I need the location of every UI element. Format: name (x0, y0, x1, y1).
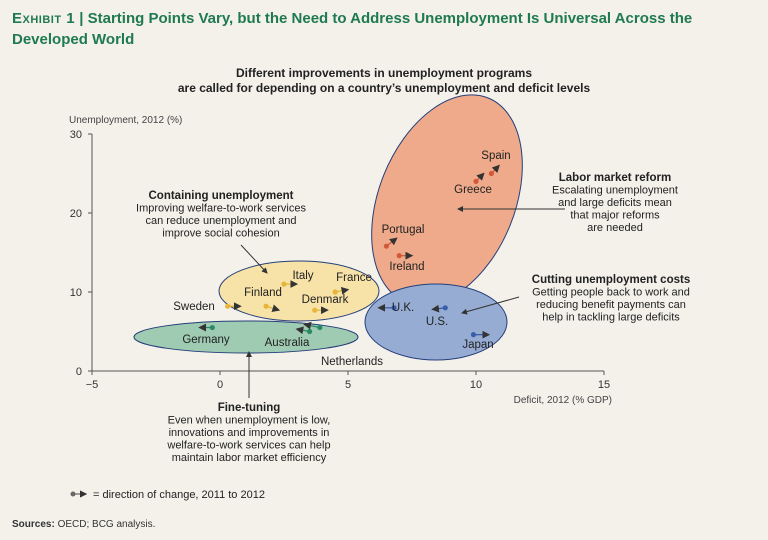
data-point-2011 (263, 303, 269, 309)
point-australia: Australia (265, 326, 313, 349)
country-label: Portugal (382, 224, 425, 236)
x-tick-label: 5 (345, 379, 351, 391)
data-layer: Spain Greece Portugal Ireland Italy France Fin… (173, 150, 510, 368)
data-point-2011 (488, 170, 494, 177)
region-cutting-costs (364, 283, 508, 361)
data-point-2011 (396, 253, 402, 259)
callout-heading: Labor market reform (559, 172, 671, 184)
sources-note: Sources: OECD; BCG analysis. (12, 519, 155, 530)
point-greece: Greece (454, 172, 492, 196)
sources-label: Sources: (12, 519, 55, 530)
country-label: Japan (462, 339, 493, 351)
country-label: Finland (244, 287, 282, 299)
callout-line: Escalating unemployment (552, 185, 678, 197)
callout-line: help in tackling large deficits (542, 312, 680, 324)
data-point-2011 (225, 303, 231, 309)
tick-layer: −5 0 5 10 15 0 10 20 30 (70, 129, 610, 391)
callout-heading: Fine-tuning (218, 402, 281, 414)
chart-title-line1: Different improvements in unemployment p… (236, 66, 532, 80)
x-tick-label: 0 (217, 379, 223, 391)
point-finland: Finland (244, 287, 282, 312)
x-axis-label: Deficit, 2012 (% GDP) (514, 395, 612, 406)
country-label: U.S. (426, 316, 448, 328)
country-label: Greece (454, 184, 492, 196)
point-us: U.S. (426, 304, 448, 328)
y-tick-label: 30 (70, 129, 82, 141)
callout-line: that major reforms (570, 210, 660, 222)
sources-text: OECD; BCG analysis. (57, 519, 156, 530)
point-spain: Spain (481, 150, 511, 177)
country-label: Ireland (389, 261, 424, 273)
data-point-2011 (470, 332, 477, 338)
country-label: Germany (182, 334, 230, 346)
callout-line: maintain labor market efficiency (172, 452, 327, 464)
country-label: Denmark (302, 294, 349, 306)
y-tick-label: 0 (76, 366, 82, 378)
data-point-2011 (317, 324, 323, 331)
callout-line: innovations and improvements in (169, 427, 330, 439)
point-uk: U.K. (377, 302, 414, 314)
data-point-2011 (391, 305, 397, 311)
data-point-2011 (473, 178, 479, 184)
country-label: Italy (292, 270, 313, 282)
callout-line: welfare-to-work services can help (166, 440, 330, 452)
point-france: France (332, 272, 372, 295)
chart-title-line2: are called for depending on a country’s … (178, 81, 591, 95)
callout-heading: Cutting unemployment costs (532, 274, 690, 286)
data-point-2011 (312, 307, 318, 313)
callout-line: improve social cohesion (162, 228, 279, 240)
legend: = direction of change, 2011 to 2012 (70, 489, 265, 501)
point-italy: Italy (281, 270, 314, 289)
country-label: France (336, 272, 372, 284)
point-sweden: Sweden (173, 301, 242, 313)
callout-line: and large deficits mean (558, 197, 672, 209)
x-tick-label: −5 (86, 379, 99, 391)
region-fine-tuning (133, 320, 359, 354)
x-tick-label: 10 (470, 379, 482, 391)
data-point-2011 (383, 243, 389, 249)
data-point-2011 (281, 281, 287, 287)
point-netherlands: Netherlands (303, 321, 383, 368)
callout-line: are needed (587, 222, 643, 234)
exhibit-separator: | (79, 10, 84, 27)
x-tick-label: 15 (598, 379, 610, 391)
point-japan: Japan (462, 330, 494, 351)
point-denmark: Denmark (302, 294, 349, 315)
exhibit-title: Exhibit 1 | Starting Points Vary, but th… (12, 8, 762, 50)
data-point-2011 (209, 324, 215, 331)
country-label: Netherlands (321, 356, 383, 368)
callout-line: reducing benefit payments can (536, 299, 686, 311)
exhibit-label: Exhibit 1 (12, 10, 76, 27)
callout-line: Even when unemployment is low, (168, 415, 331, 427)
country-label: Sweden (173, 301, 215, 313)
y-tick-label: 20 (70, 208, 82, 220)
callout-heading: Containing unemployment (148, 190, 293, 202)
point-ireland: Ireland (389, 251, 425, 273)
data-point-2011 (442, 305, 448, 311)
point-germany: Germany (182, 323, 230, 346)
change-arrow (303, 321, 320, 330)
region-containing-unemployment (218, 260, 380, 322)
exhibit-title-text: Starting Points Vary, but the Need to Ad… (12, 10, 693, 48)
callout-line: Getting people back to work and (532, 287, 690, 299)
y-axis-label: Unemployment, 2012 (%) (69, 115, 182, 126)
country-label: U.K. (392, 302, 414, 314)
legend-label: = direction of change, 2011 to 2012 (93, 489, 265, 501)
callout-pointer (461, 296, 520, 315)
data-point-2011 (307, 328, 313, 335)
callout-pointer (240, 244, 268, 274)
point-portugal: Portugal (382, 224, 425, 249)
callout-line: Improving welfare-to-work services (136, 203, 306, 215)
data-point-2011 (332, 289, 338, 295)
y-tick-label: 10 (70, 287, 82, 299)
country-label: Spain (481, 150, 510, 162)
callout-line: can reduce unemployment and (145, 215, 296, 227)
country-label: Australia (265, 337, 310, 349)
